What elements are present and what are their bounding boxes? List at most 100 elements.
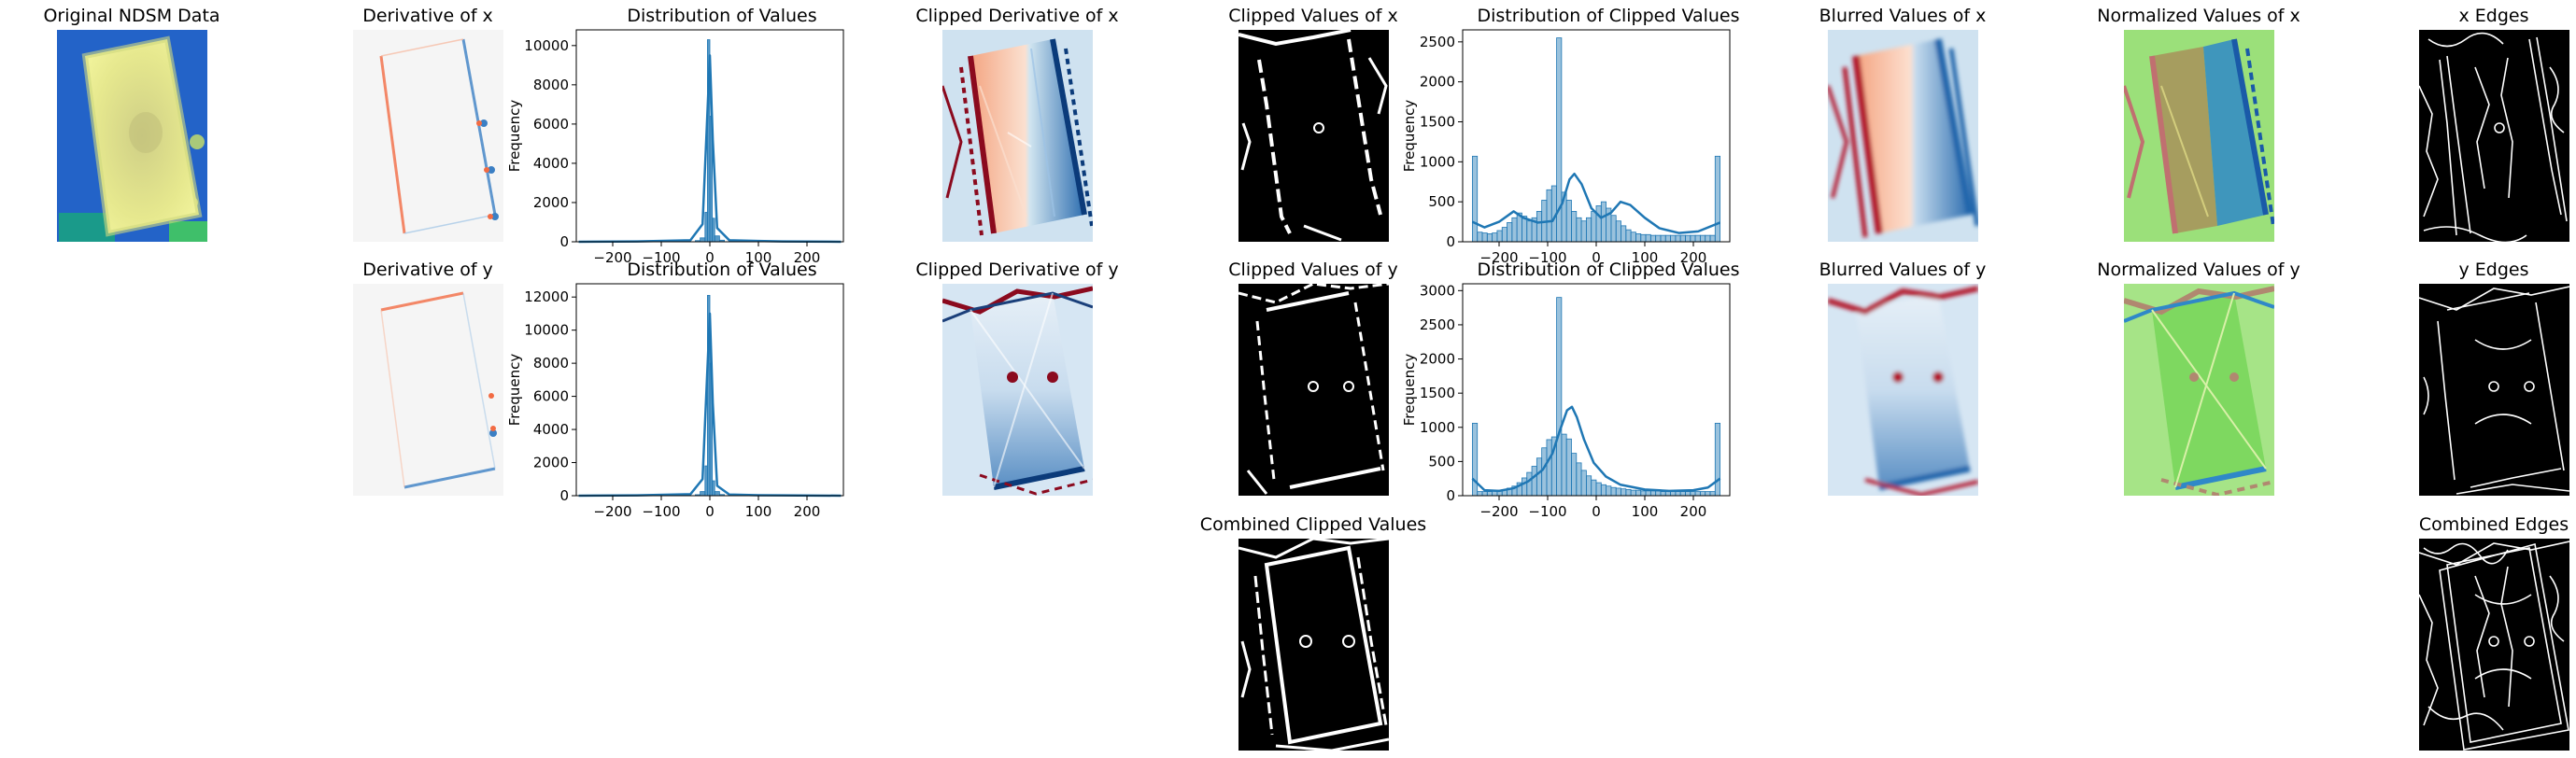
derivative-x-image — [353, 30, 503, 242]
hist-bar — [1660, 491, 1666, 497]
hist-bar — [1610, 486, 1617, 497]
hist-bar — [1655, 490, 1662, 497]
x-tick-label: 200 — [1680, 249, 1707, 266]
hist-bar — [1556, 297, 1563, 497]
x-tick-label: 200 — [794, 249, 821, 266]
y-tick-label: 1500 — [1420, 385, 1455, 401]
hist-bar — [1472, 422, 1479, 497]
hist-bar — [1546, 439, 1552, 497]
y-tick-label: 6000 — [533, 116, 569, 133]
title-edges-combined: Combined Edges — [2418, 514, 2569, 535]
kde-line — [1471, 405, 1721, 493]
derivative-y-image — [353, 284, 503, 496]
normalized-y-image — [2124, 284, 2274, 496]
title-distribution-clipped-x: Distribution of Clipped Values — [1477, 6, 1740, 26]
hist-bar — [1664, 491, 1671, 497]
title-blurred-y: Blurred Values of y — [1819, 260, 1987, 280]
x-tick-label: −100 — [642, 249, 680, 266]
hist-bar — [1699, 491, 1706, 497]
hist-bar — [1580, 470, 1587, 497]
hist-bar — [1670, 491, 1677, 497]
hist-bar — [1565, 438, 1572, 497]
hist-bar — [1705, 491, 1711, 497]
title-combined-clipped: Combined Clipped Values — [1199, 514, 1427, 535]
x-tick-label: 100 — [745, 503, 772, 520]
clipped-values-y-image — [1238, 284, 1389, 496]
y-tick-label: 500 — [1428, 453, 1455, 470]
hist-bar — [1615, 487, 1621, 497]
title-normalized-y: Normalized Values of y — [2097, 260, 2300, 280]
clipped-derivative-x-image — [942, 30, 1093, 242]
hist-bar — [1576, 462, 1582, 497]
y-tick-label: 1000 — [1420, 153, 1455, 170]
y-tick-label: 0 — [559, 487, 569, 504]
title-blurred-x: Blurred Values of x — [1819, 6, 1987, 26]
kde-line — [578, 312, 842, 498]
x-tick-label: 100 — [1632, 503, 1659, 520]
y-tick-label: 2500 — [1420, 34, 1455, 50]
x-tick-label: −200 — [593, 249, 631, 266]
hist-bar — [1621, 488, 1627, 497]
title-ndsm: Original NDSM Data — [43, 6, 220, 26]
combined-clipped-image — [1238, 539, 1389, 751]
x-tick-label: −200 — [593, 503, 631, 520]
hist-bar — [1561, 433, 1567, 497]
hist-bar — [1585, 475, 1592, 497]
y-tick-label: 4000 — [533, 421, 569, 438]
y-tick-label: 12000 — [524, 288, 569, 305]
hist-bar — [1531, 466, 1537, 497]
hist-bar — [1541, 447, 1548, 497]
y-axis-label: Frequency — [1401, 354, 1418, 427]
y-axis-label: Frequency — [1401, 100, 1418, 173]
edges-combined-image — [2419, 539, 2569, 751]
hist-bar — [1522, 477, 1528, 497]
hist-bar — [1630, 489, 1636, 497]
title-distribution-y: Distribution of Values — [627, 260, 817, 280]
kde-line — [1471, 172, 1721, 234]
ndsm-image — [57, 30, 207, 242]
y-axis-label: Frequency — [506, 354, 523, 427]
x-tick-label: 100 — [1632, 249, 1659, 266]
y-tick-label: 1000 — [1420, 419, 1455, 436]
title-edges-x: x Edges — [2458, 6, 2529, 26]
hist-bar — [1486, 491, 1493, 497]
x-tick-label: 200 — [794, 503, 821, 520]
title-clipped-values-y: Clipped Values of y — [1228, 260, 1398, 280]
hist-bar — [1625, 489, 1632, 497]
hist-bar — [1694, 491, 1701, 497]
hist-bar — [1640, 490, 1647, 497]
title-derivative-x: Derivative of x — [362, 6, 493, 26]
x-tick-label: 0 — [1592, 503, 1601, 520]
hist-bar — [1481, 491, 1488, 497]
x-tick-label: −100 — [642, 503, 680, 520]
hist-bar — [1679, 491, 1686, 497]
edges-x-image — [2419, 30, 2569, 242]
title-clipped-values-x: Clipped Values of x — [1228, 6, 1398, 26]
y-tick-label: 6000 — [533, 388, 569, 405]
hist-bar — [1571, 453, 1578, 497]
normalized-x-image — [2124, 30, 2274, 242]
y-tick-label: 4000 — [533, 155, 569, 172]
x-tick-label: 0 — [1592, 249, 1601, 266]
hist-bar — [1685, 491, 1691, 497]
title-distribution-x: Distribution of Values — [627, 6, 817, 26]
edges-y-image — [2419, 284, 2569, 496]
y-tick-label: 10000 — [524, 37, 569, 54]
title-normalized-x: Normalized Values of x — [2097, 6, 2300, 26]
x-tick-label: 100 — [745, 249, 772, 266]
title-distribution-clipped-y: Distribution of Clipped Values — [1477, 260, 1740, 280]
title-clipped-derivative-y: Clipped Derivative of y — [915, 260, 1119, 280]
clipped-derivative-y-image — [942, 284, 1093, 496]
hist-bar — [1635, 489, 1642, 497]
x-tick-label: −200 — [1479, 503, 1518, 520]
hist-bar — [1600, 484, 1607, 497]
hist-bar — [1595, 482, 1602, 497]
x-tick-label: 200 — [1680, 503, 1707, 520]
x-tick-label: −200 — [1479, 249, 1518, 266]
y-tick-label: 10000 — [524, 322, 569, 339]
x-tick-label: 0 — [705, 503, 715, 520]
